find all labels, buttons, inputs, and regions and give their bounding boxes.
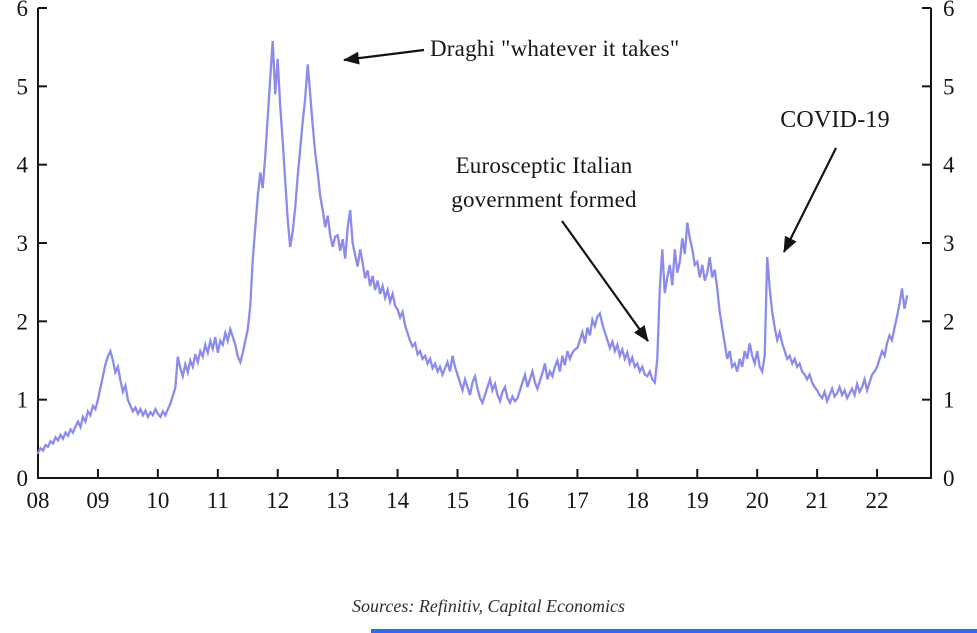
y-axis-label-right: 4 <box>943 153 955 178</box>
x-axis-label: 20 <box>746 488 769 513</box>
y-axis-label-right: 3 <box>943 231 955 256</box>
annotation-eurosceptic-line1: Eurosceptic Italian <box>455 153 633 178</box>
annotation-eurosceptic: Eurosceptic Italian government formed <box>424 149 664 217</box>
x-axis-label: 17 <box>566 488 589 513</box>
covid-arrow <box>783 147 837 253</box>
y-axis-label-left: 1 <box>17 388 29 413</box>
x-axis-label: 19 <box>686 488 709 513</box>
y-axis-label-right: 2 <box>943 309 955 334</box>
y-axis-label-left: 3 <box>17 231 29 256</box>
y-axis-label-left: 5 <box>17 74 29 99</box>
y-axis-label-left: 6 <box>17 0 29 21</box>
x-axis-label: 10 <box>146 488 169 513</box>
x-axis-label: 09 <box>86 488 109 513</box>
x-axis-label: 22 <box>866 488 889 513</box>
spread-series-line <box>36 40 909 455</box>
x-axis-label: 14 <box>386 488 410 513</box>
y-axis-label-right: 5 <box>943 74 955 99</box>
x-axis-label: 12 <box>266 488 289 513</box>
y-axis-label-right: 0 <box>943 466 955 491</box>
x-axis-label: 15 <box>446 488 469 513</box>
y-axis-label-right: 1 <box>943 388 955 413</box>
x-axis-label: 16 <box>506 488 529 513</box>
draghi-arrow <box>343 48 425 65</box>
y-axis-label-left: 0 <box>17 466 29 491</box>
x-axis-label: 11 <box>207 488 229 513</box>
eurosceptic-arrow <box>561 220 649 342</box>
x-axis-label: 08 <box>27 488 50 513</box>
source-caption: Sources: Refinitiv, Capital Economics <box>352 596 625 616</box>
axes: 0 01 12 23 34 45 56 608 09 10 11 12 13 14 15 16 17 18 19 20… <box>17 0 956 513</box>
y-axis-label-right: 6 <box>943 0 955 21</box>
y-axis-label-left: 4 <box>17 153 29 178</box>
x-axis-label: 18 <box>626 488 649 513</box>
x-axis-label: 13 <box>326 488 349 513</box>
annotation-eurosceptic-line2: government formed <box>451 187 637 212</box>
annotation-covid: COVID-19 <box>780 107 890 133</box>
bottom-divider <box>371 629 977 633</box>
x-axis-label: 21 <box>806 488 829 513</box>
annotation-draghi: Draghi "whatever it takes" <box>430 36 680 61</box>
y-axis-label-left: 2 <box>17 309 29 334</box>
